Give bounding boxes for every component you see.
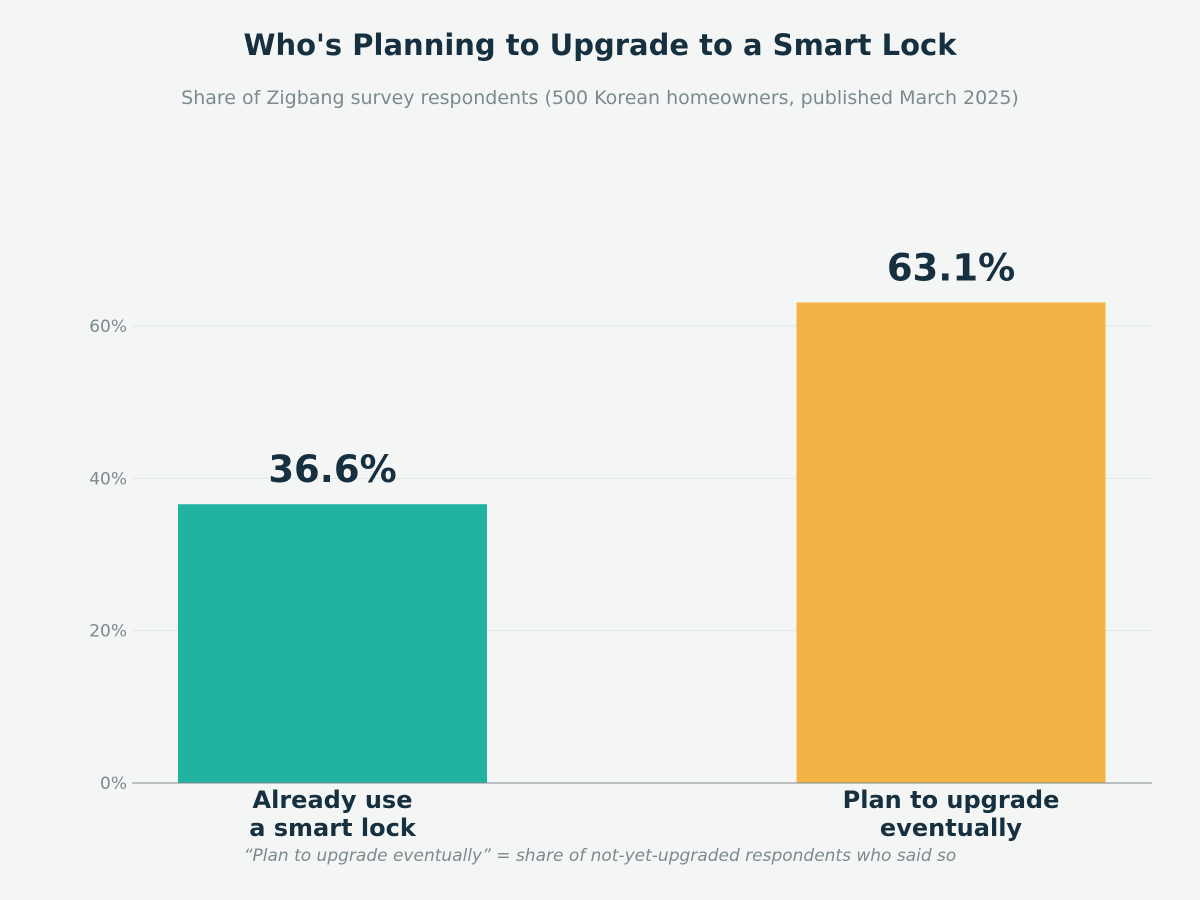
category-label: Already use a smart lock xyxy=(249,786,417,842)
y-tick-label: 0% xyxy=(100,774,127,794)
bar-value-label: 36.6% xyxy=(268,448,396,491)
category-label-line: Plan to upgrade xyxy=(843,786,1060,814)
bars xyxy=(178,302,1106,783)
category-label-line: eventually xyxy=(880,814,1022,842)
value-labels: 36.6% 63.1% xyxy=(268,246,1015,491)
bar xyxy=(796,302,1106,783)
y-tick-label: 60% xyxy=(89,317,127,337)
category-labels: Already use a smart lock Plan to upgrade ev… xyxy=(249,786,1059,842)
bar xyxy=(178,504,487,783)
category-label-line: a smart lock xyxy=(249,814,417,842)
chart-footnote: “Plan to upgrade eventually” = share of … xyxy=(244,846,957,866)
bar-value-label: 63.1% xyxy=(887,246,1015,289)
category-label: Plan to upgrade eventually xyxy=(843,786,1060,842)
category-label-line: Already use xyxy=(253,786,413,814)
y-tick-label: 20% xyxy=(89,622,127,642)
chart-subtitle: Share of Zigbang survey respondents (500… xyxy=(181,87,1019,109)
y-tick-label: 40% xyxy=(89,469,127,489)
y-axis-ticks: 0% 20% 40% 60% xyxy=(89,317,127,794)
chart-title: Who's Planning to Upgrade to a Smart Loc… xyxy=(244,28,958,62)
